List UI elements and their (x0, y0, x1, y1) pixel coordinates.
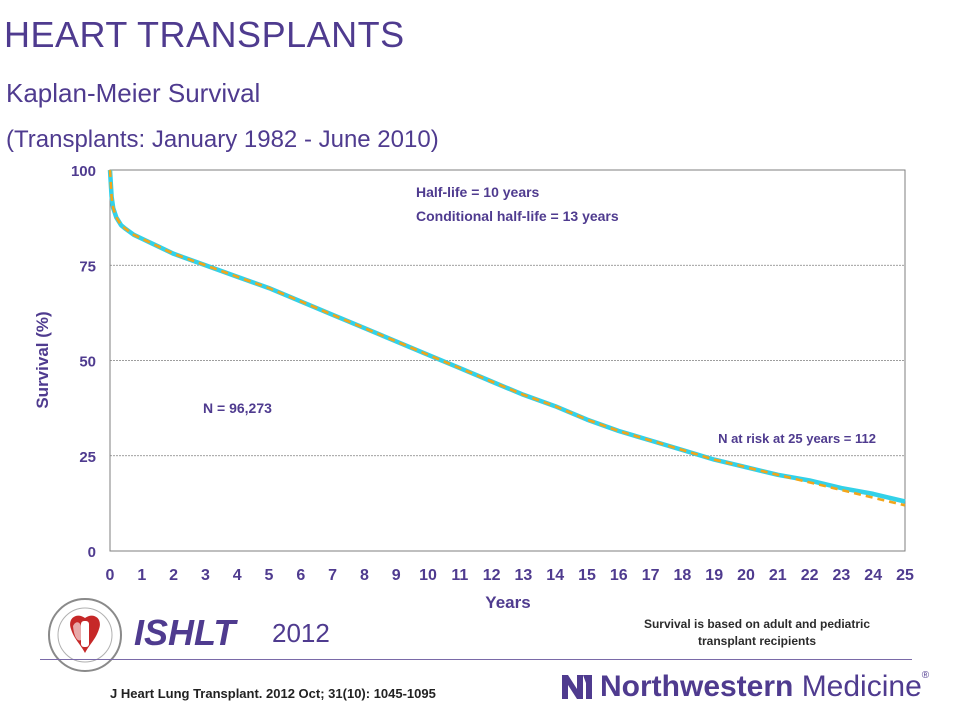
y-tick-label: 100 (71, 163, 96, 180)
x-tick-label: 14 (546, 567, 564, 584)
series-lines (107, 169, 906, 507)
x-tick-label: 2 (169, 567, 178, 584)
footer-divider (40, 659, 912, 660)
x-tick-label: 5 (265, 567, 274, 584)
gridlines (110, 264, 905, 457)
at-risk-annotation: N at risk at 25 years = 112 (718, 431, 876, 446)
x-tick-label: 3 (201, 567, 210, 584)
x-tick-label: 18 (674, 567, 692, 584)
x-tick-label: 1 (137, 567, 146, 584)
page-subtitle: Kaplan-Meier Survival (6, 78, 261, 108)
x-tick-label: 13 (515, 567, 533, 584)
x-tick-label: 15 (578, 567, 596, 584)
x-tick-label: 11 (451, 567, 468, 584)
x-tick-label: 9 (392, 567, 401, 584)
conditional-half-life-annotation: Conditional half-life = 13 years (416, 208, 619, 224)
y-tick-label: 50 (79, 354, 96, 371)
x-tick-label: 16 (610, 567, 628, 584)
journal-citation: J Heart Lung Transplant. 2012 Oct; 31(10… (110, 686, 436, 701)
northwestern-medicine-logo: Northwestern Medicine® (560, 670, 929, 704)
x-axis-label: Years (485, 593, 530, 612)
ishlt-logo-text: ISHLT (134, 612, 236, 653)
x-tick-label: 8 (360, 567, 369, 584)
x-tick-label: 20 (737, 567, 755, 584)
series-line-dashed (108, 169, 906, 507)
registered-mark: ® (921, 670, 930, 681)
sample-size-annotation: N = 96,273 (203, 400, 272, 416)
x-tick-label: 23 (833, 567, 851, 584)
x-tick-label: 4 (233, 567, 242, 584)
x-tick-label: 10 (419, 567, 437, 584)
x-tick-label: 19 (705, 567, 723, 584)
x-tick-label: 7 (328, 567, 337, 584)
plot-frame (109, 169, 906, 552)
half-life-annotation: Half-life = 10 years (416, 184, 540, 200)
transplant-period: (Transplants: January 1982 - June 2010) (6, 126, 439, 153)
brand-name-bold: Northwestern (600, 670, 794, 703)
x-tick-label: 0 (106, 567, 115, 584)
survival-footnote: Survival is based on adult and pediatric… (643, 617, 871, 648)
nm-monogram-icon (562, 675, 592, 699)
y-axis-label: Survival (%) (33, 311, 52, 408)
x-tick-label: 21 (769, 567, 787, 584)
report-year: 2012 (272, 618, 330, 648)
x-tick-label: 17 (642, 567, 660, 584)
page-title: HEART TRANSPLANTS (4, 14, 405, 55)
y-tick-label: 0 (88, 544, 96, 561)
x-tick-label: 22 (801, 567, 819, 584)
brand-name-regular: Medicine (793, 670, 922, 703)
y-tick-label: 25 (79, 449, 96, 466)
x-tick-label: 12 (483, 567, 501, 584)
y-tick-label: 75 (79, 258, 96, 275)
x-tick-label: 24 (864, 567, 882, 584)
x-tick-label: 6 (296, 567, 305, 584)
ishlt-seal-logo (48, 598, 122, 672)
x-tick-label: 25 (896, 567, 914, 584)
